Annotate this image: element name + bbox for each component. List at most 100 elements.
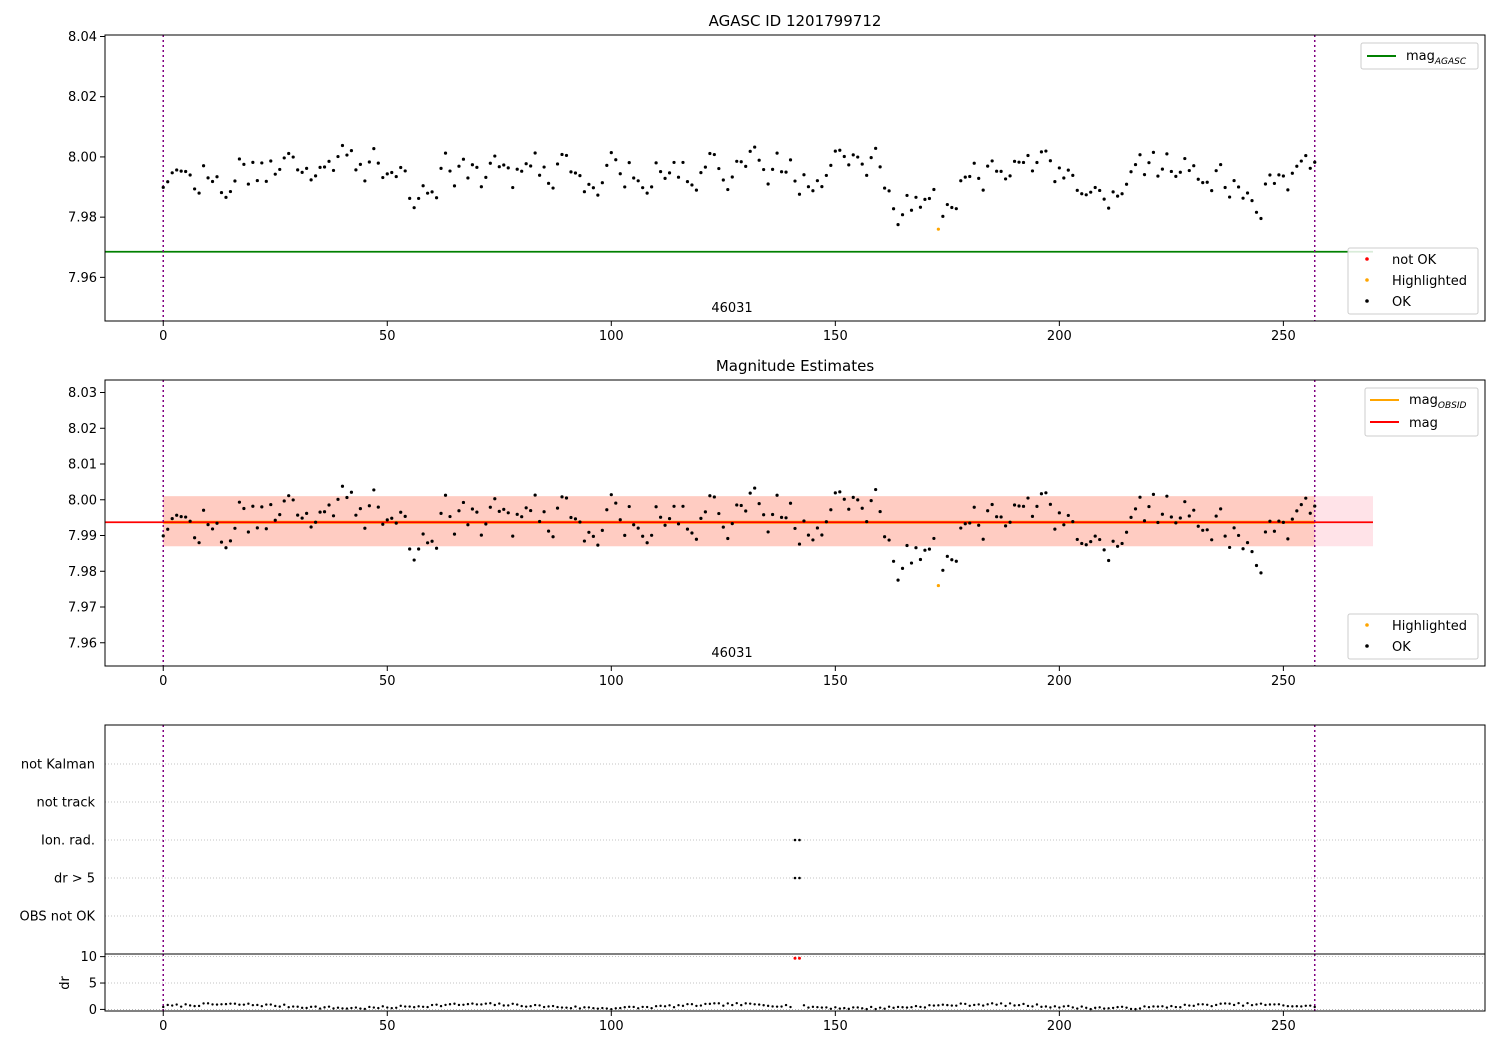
ok-point (851, 495, 855, 499)
ok-point (573, 517, 578, 521)
dr-point (995, 1003, 998, 1006)
ok-point (578, 520, 582, 524)
ok-point (457, 164, 461, 168)
dr-point (184, 1003, 187, 1006)
ok-point (995, 515, 999, 519)
dr-point (1085, 1006, 1088, 1010)
ok-point (1071, 520, 1075, 524)
ok-point (313, 174, 318, 178)
dr-point (619, 1006, 622, 1010)
dr-point (695, 1004, 698, 1008)
ok-point (1308, 166, 1312, 170)
ok-point (1124, 530, 1129, 534)
ok-point (1129, 515, 1133, 519)
ok-point (421, 184, 425, 188)
ok-point (269, 159, 273, 163)
ok-point (475, 165, 479, 169)
dr-point (1304, 1004, 1307, 1007)
dr-point (354, 1006, 358, 1009)
dr-point (1040, 1005, 1043, 1009)
ok-point (627, 161, 631, 165)
ok-point (520, 169, 524, 173)
dr-point (986, 1003, 989, 1006)
dr-point (1089, 1007, 1092, 1011)
ok-point (538, 173, 542, 177)
ok-point (206, 523, 210, 527)
ok-point (546, 529, 551, 533)
ok-point (865, 173, 869, 177)
ok-point (712, 495, 716, 499)
ok-point (860, 162, 864, 166)
dr-point (1241, 1004, 1245, 1007)
dr-point (274, 1004, 277, 1008)
ok-point (1156, 174, 1160, 178)
ok-point (484, 175, 488, 179)
dr-point (1295, 1005, 1299, 1008)
ok-point (1178, 170, 1182, 174)
ok-point (1281, 174, 1285, 178)
ok-point (623, 533, 627, 537)
dr-point (699, 1004, 703, 1007)
dr-outlier-point (793, 956, 797, 960)
ok-point (551, 186, 555, 190)
dr-point (551, 1004, 555, 1008)
ok-point (1299, 503, 1303, 507)
dr-point (708, 1002, 712, 1006)
ok-point (318, 165, 322, 169)
dr-point (731, 1003, 734, 1007)
ok-point (1214, 514, 1218, 518)
ok-point (1268, 173, 1272, 177)
ok-point (918, 557, 923, 562)
dr-point (762, 1004, 765, 1007)
ok-point (658, 515, 663, 519)
ok-point (703, 165, 707, 169)
ok-point (466, 176, 470, 180)
dr-point (372, 1006, 376, 1009)
ok-point (824, 173, 828, 178)
ok-point (1272, 181, 1277, 186)
ok-point (569, 170, 573, 174)
dr-point (489, 1002, 492, 1005)
dr-point (1053, 1005, 1057, 1008)
dr-point (578, 1007, 582, 1010)
dr-point (1093, 1006, 1097, 1010)
ok-point (287, 494, 291, 498)
ok-point (264, 179, 268, 183)
ok-point (685, 180, 690, 184)
ok-point (282, 156, 286, 160)
dr-point (336, 1006, 340, 1009)
ok-point (331, 168, 336, 173)
ok-point (788, 158, 793, 162)
ok-point (1169, 169, 1173, 174)
svg-text:magAGASC: magAGASC (1406, 49, 1467, 67)
dr-point (529, 1005, 532, 1008)
ok-point (645, 541, 649, 545)
dr-point (923, 1006, 927, 1009)
ok-point (497, 165, 501, 169)
dr-point (1170, 1004, 1173, 1008)
dr-point (861, 1007, 864, 1010)
dr-point (1282, 1004, 1285, 1007)
ok-point (847, 163, 851, 167)
dr-point (1210, 1004, 1213, 1008)
dr-point (256, 1003, 259, 1007)
y-tick-label: 8.02 (68, 90, 97, 105)
ok-point (667, 171, 672, 175)
dr-point (345, 1007, 349, 1010)
ok-point (408, 196, 412, 200)
ok-point (775, 493, 779, 497)
ok-point (891, 559, 896, 563)
ok-point (1107, 558, 1111, 563)
ok-point (896, 223, 900, 227)
dr-point (668, 1004, 671, 1007)
ok-point (448, 514, 452, 519)
ok-point (739, 503, 743, 508)
ok-point (291, 498, 295, 502)
ok-point (291, 155, 295, 159)
dr-point (202, 1002, 205, 1005)
flag-category-label: not track (36, 796, 95, 811)
ok-point (1156, 520, 1160, 525)
ok-point (560, 495, 564, 499)
ok-point (829, 508, 833, 512)
dr-point (475, 1003, 479, 1006)
